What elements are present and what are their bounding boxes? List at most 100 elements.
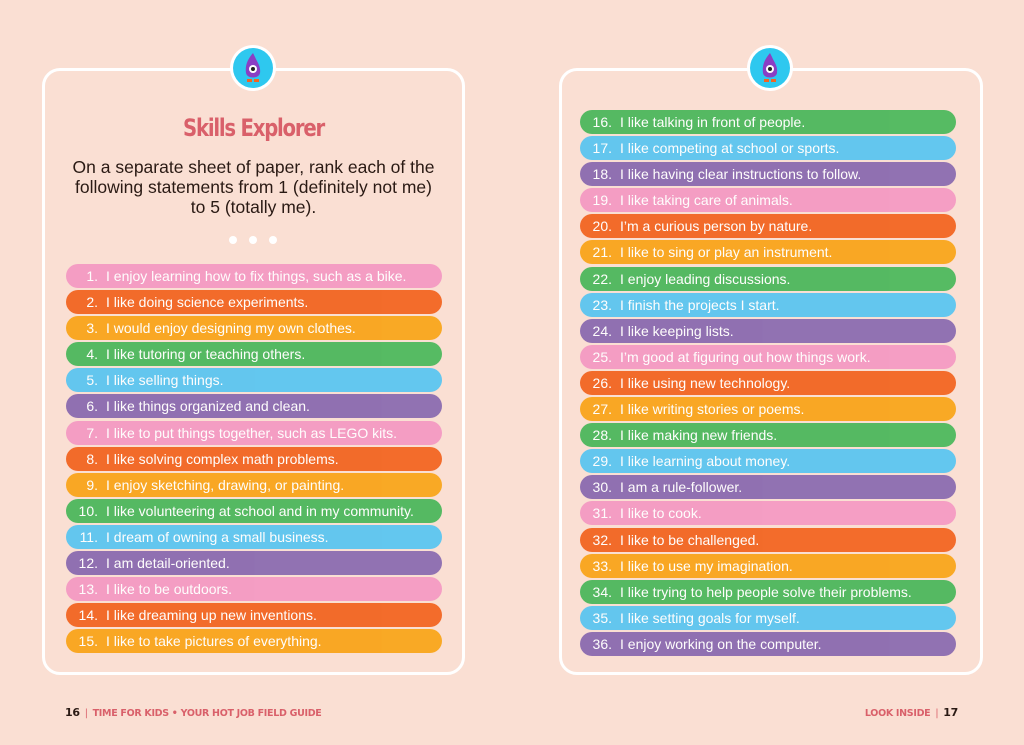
statement-text: I would enjoy designing my own clothes. [106, 320, 356, 337]
statement-row: 30. I am a rule-follower. [580, 475, 956, 500]
statement-text: I like volunteering at school and in my … [106, 502, 414, 519]
statement-row: 15. I like to take pictures of everything… [66, 629, 442, 654]
statement-text: I like writing stories or poems. [620, 401, 805, 418]
statement-number: 35. [592, 609, 612, 626]
statement-row: 1. I enjoy learning how to fix things, su… [66, 264, 442, 288]
statement-number: 29. [592, 453, 612, 470]
statement-text: I like making new friends. [620, 427, 778, 444]
page-title: Skills Explorer [183, 114, 325, 142]
statement-number: 8. [86, 450, 98, 467]
statement-row: 33. I like to use my imagination. [580, 553, 956, 578]
statement-text: I like to take pictures of everything. [106, 633, 322, 650]
statement-row: 20. I’m a curious person by nature. [580, 214, 956, 239]
statement-number: 9. [86, 476, 98, 493]
statement-row: 16. I like talking in front of people. [580, 110, 956, 134]
statement-number: 17. [592, 140, 612, 157]
statement-number: 31. [592, 505, 612, 522]
statement-text: I like setting goals for myself. [620, 609, 800, 626]
statement-text: I finish the projects I start. [620, 296, 780, 313]
statement-text: I like to be challenged. [620, 531, 760, 548]
statement-text: I like to be outdoors. [106, 581, 233, 598]
statement-text: I like to sing or play an instrument. [620, 244, 833, 261]
statement-number: 16. [592, 114, 612, 130]
statement-number: 25. [592, 348, 612, 365]
statement-list-left: 1. I enjoy learning how to fix things, su… [66, 264, 442, 655]
page-number: 17 [943, 706, 958, 719]
statement-row: 22. I enjoy leading discussions. [580, 266, 956, 291]
statement-list-right: 16. I like talking in front of people. 17.… [580, 110, 956, 658]
statement-row: 10. I like volunteering at school and in … [66, 498, 442, 523]
statement-row: 31. I like to cook. [580, 501, 956, 526]
statement-row: 32. I like to be challenged. [580, 527, 956, 552]
statement-row: 14. I like dreaming up new inventions. [66, 603, 442, 628]
statement-text: I’m good at figuring out how things work… [620, 348, 871, 365]
statement-row: 27. I like writing stories or poems. [580, 397, 956, 422]
statement-number: 36. [592, 635, 612, 652]
statement-row: 3. I would enjoy designing my own clothes… [66, 316, 442, 341]
footer-text: LOOK INSIDE [864, 708, 931, 719]
statement-number: 6. [86, 398, 98, 415]
statement-row: 7. I like to put things together, such as… [66, 420, 442, 445]
statement-text: I like having clear instructions to foll… [620, 166, 862, 183]
statement-number: 24. [592, 322, 612, 339]
statement-row: 24. I like keeping lists. [580, 318, 956, 343]
statement-row: 19. I like taking care of animals. [580, 188, 956, 213]
statement-text: I like to cook. [620, 505, 702, 522]
statement-text: I like keeping lists. [620, 322, 734, 339]
statement-row: 17. I like competing at school or sports. [580, 136, 956, 161]
statement-row: 26. I like using new technology. [580, 370, 956, 395]
statement-number: 12. [78, 555, 98, 572]
statement-text: I like trying to help people solve their… [620, 583, 912, 600]
statement-number: 5. [86, 372, 98, 389]
statement-text: I enjoy leading discussions. [620, 270, 791, 287]
mascot-icon [230, 45, 276, 91]
statement-number: 11. [79, 528, 98, 545]
statement-row: 2. I like doing science experiments. [66, 290, 442, 315]
statement-number: 18. [592, 166, 612, 183]
statement-row: 11. I dream of owning a small business. [66, 524, 442, 549]
statement-row: 8. I like solving complex math problems. [66, 446, 442, 471]
statement-number: 26. [592, 374, 612, 391]
statement-number: 33. [592, 557, 612, 574]
footer-text: TIME FOR KIDS • YOUR HOT JOB FIELD GUIDE [92, 708, 322, 719]
statement-text: I like selling things. [106, 372, 224, 389]
statement-text: I like to use my imagination. [620, 557, 793, 574]
statement-number: 7. [86, 424, 98, 441]
statement-text: I like learning about money. [620, 453, 791, 470]
statement-text: I like taking care of animals. [620, 192, 793, 209]
statement-text: I am detail-oriented. [106, 555, 230, 572]
statement-text: I like to put things together, such as L… [106, 424, 398, 441]
divider: | [935, 708, 939, 719]
statement-row: 4. I like tutoring or teaching others. [66, 342, 442, 367]
statement-text: I’m a curious person by nature. [620, 218, 813, 235]
statement-row: 35. I like setting goals for myself. [580, 605, 956, 630]
mascot-icon [747, 45, 793, 91]
dot [269, 236, 277, 244]
dot [249, 236, 257, 244]
statement-text: I enjoy learning how to fix things, such… [106, 268, 407, 284]
statement-text: I like talking in front of people. [620, 114, 806, 130]
statement-number: 19. [592, 192, 612, 209]
statement-text: I like competing at school or sports. [620, 140, 840, 157]
statement-text: I enjoy sketching, drawing, or painting. [106, 476, 345, 493]
statement-number: 28. [592, 427, 612, 444]
statement-row: 13. I like to be outdoors. [66, 577, 442, 602]
statement-number: 3. [86, 320, 98, 337]
page-number: 16 [65, 706, 80, 719]
statement-row: 29. I like learning about money. [580, 449, 956, 474]
statement-number: 1. [86, 268, 98, 284]
statement-number: 23. [592, 296, 612, 313]
statement-number: 13. [78, 581, 98, 598]
statement-number: 32. [592, 531, 612, 548]
statement-text: I dream of owning a small business. [106, 528, 329, 545]
statement-number: 21. [592, 244, 612, 261]
statement-number: 4. [86, 346, 98, 363]
decorative-dots [229, 236, 277, 244]
statement-text: I enjoy working on the computer. [620, 635, 822, 652]
instructions-text: On a separate sheet of paper, rank each … [72, 157, 435, 217]
statement-row: 25. I’m good at figuring out how things w… [580, 344, 956, 369]
statement-row: 36. I enjoy working on the computer. [580, 631, 956, 656]
statement-number: 20. [592, 218, 612, 235]
statement-text: I like things organized and clean. [106, 398, 310, 415]
statement-number: 22. [592, 270, 612, 287]
